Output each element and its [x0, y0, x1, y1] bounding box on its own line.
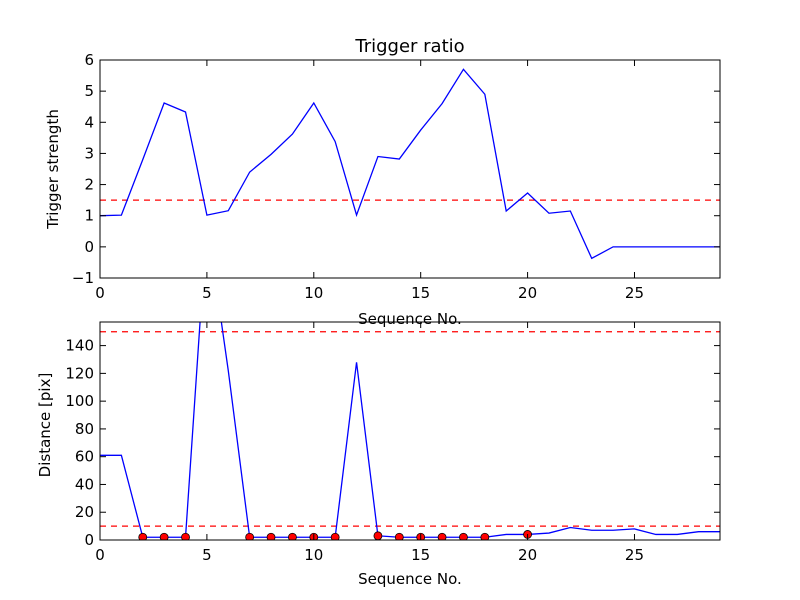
y-tick-label: 6	[84, 51, 94, 69]
y-axis-label: Distance [pix]	[36, 373, 54, 478]
y-axis-label: Trigger strength	[44, 109, 62, 230]
y-tick-label: 140	[65, 337, 94, 355]
x-axis-label: Sequence No.	[358, 310, 462, 328]
y-tick-label: 20	[75, 503, 94, 521]
y-tick-label: 1	[84, 207, 94, 225]
y-tick-label: 3	[84, 144, 94, 162]
y-tick-label: 4	[84, 113, 94, 131]
x-tick-label: 25	[625, 546, 644, 564]
x-tick-label: 15	[411, 284, 430, 302]
x-tick-label: 5	[202, 546, 212, 564]
series-line	[100, 322, 720, 538]
y-tick-label: 0	[84, 531, 94, 549]
plot-contents	[100, 322, 720, 540]
data-point-marker	[266, 532, 276, 540]
series-line	[100, 68, 720, 260]
data-point-marker	[394, 532, 404, 540]
data-point-marker	[330, 532, 340, 540]
chart-title: Trigger ratio	[354, 36, 464, 57]
data-point-marker	[373, 531, 383, 540]
data-point-marker	[459, 532, 468, 540]
distance-panel: 0 5 10 15 20 25 0 20 40 60 80 100 120 140 Sequence No…	[36, 321, 721, 588]
y-tick-label: 80	[75, 420, 94, 438]
data-point-marker	[159, 532, 169, 540]
x-axis-label: Sequence No.	[358, 570, 462, 588]
y-tick-label: 100	[65, 392, 94, 410]
axes-frame	[99, 59, 721, 279]
y-tick-label: 120	[65, 364, 94, 382]
data-point-marker	[181, 532, 190, 540]
y-tick-label: 0	[84, 238, 94, 256]
x-tick-label: 0	[95, 546, 105, 564]
x-tick-label: 25	[625, 284, 644, 302]
data-point-marker	[480, 532, 490, 540]
data-point-marker	[245, 532, 255, 540]
y-tick-label: 40	[75, 475, 94, 493]
x-tick-label: 15	[411, 546, 430, 564]
x-tick-label: 0	[95, 284, 105, 302]
y-tick-label: −1	[72, 269, 94, 287]
data-point-marker	[437, 532, 447, 540]
x-tick-label: 10	[304, 546, 323, 564]
plot-area	[100, 322, 720, 540]
axes: 0 5 10 15 20 25 0 20 40 60 80 100 120 140	[65, 321, 721, 564]
y-tick-label: 5	[84, 82, 94, 100]
plot-area	[100, 68, 720, 260]
y-tick-label: 2	[84, 176, 94, 194]
y-tick-label: 60	[75, 448, 94, 466]
data-point-marker	[288, 532, 297, 540]
x-tick-label: 10	[304, 284, 323, 302]
data-point-marker	[138, 532, 148, 540]
plot-contents	[100, 68, 720, 260]
axes-frame	[99, 321, 721, 541]
x-tick-label: 5	[202, 284, 212, 302]
x-tick-label: 20	[518, 546, 537, 564]
x-tick-label: 20	[518, 284, 537, 302]
